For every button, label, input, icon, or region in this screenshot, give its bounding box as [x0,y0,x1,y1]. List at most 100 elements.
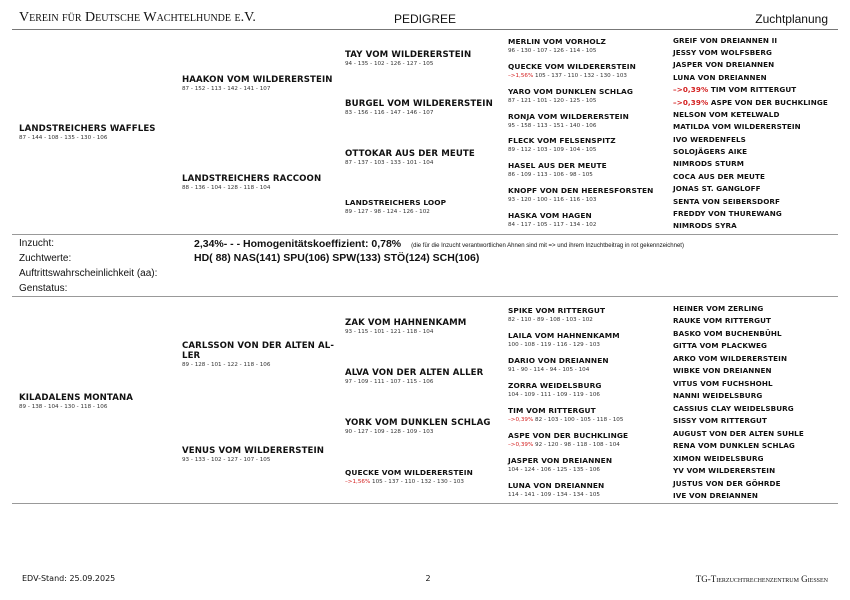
ancestor-entry: GITTA VOM PLACKWEG [673,341,843,350]
ancestor-name: SPIKE VOM RITTERGUT [508,305,606,315]
ancestor-name: NIMRODS SYRA [673,221,737,231]
page-number: 2 [425,574,431,583]
ancestor-entry: SENTA VON SEIBERSDORF [673,197,843,206]
ancestor-name: ALVA VON DER ALTEN ALLER [345,368,484,378]
ancestor-name: IVE VON DREIANNEN [673,491,759,501]
ancestor-name: DARIO VON DREIANNEN [508,355,609,365]
ancestor-entry: BURGEL VOM WILDERERSTEIN 83 - 156 - 116 -… [345,99,505,117]
ancestor-entry: COCA AUS DER MEUTE [673,172,843,181]
inzucht-note: (die für die Inzucht verantwortlichen Ah… [411,243,684,249]
ancestor-entry: KNOPF VON DEN HEERESFORSTEN 93 - 120 - 10… [508,186,673,204]
generation-5-column: GREIF VON DREIANNEN II JESSY VOM WOLFSBER… [673,34,843,232]
data-center: TG-Tierzuchtrechenzentrum Giessen [695,574,828,584]
ancestor-name: TIM VOM RITTERGUT [508,405,596,415]
ancestor-entry: MERLIN VOM VORHOLZ 96 - 130 - 107 - 126 -… [508,37,673,55]
generation-1-column: KILADALENS MONTANA 89 - 138 - 104 - 130 -… [19,302,169,502]
ancestor-entry: RENA VOM DUNKLEN SCHLAG [673,441,843,450]
ancestor-name: MERLIN VOM VORHOLZ [508,37,607,47]
ancestor-name: RONJA VOM WILDERERSTEIN [508,111,629,121]
breeding-values: 82 - 110 - 89 - 108 - 103 - 102 [508,316,593,323]
ancestor-entry: VENUS VOM WILDERERSTEIN 93 - 133 - 102 - … [182,446,342,464]
inbreeding-contribution: –>0,39% [673,85,709,95]
ancestor-entry: JESSY VOM WOLFSBERG [673,48,843,57]
inbreeding-contribution: –>1,56% [508,73,534,80]
ancestor-name: ZORRA WEIDELSBURG [508,380,602,390]
breeding-values: 87 - 121 - 101 - 120 - 125 - 105 [508,97,597,104]
breeding-values: 88 - 136 - 104 - 128 - 118 - 104 [182,184,271,191]
inbreeding-contribution: –>0,39% [508,441,534,448]
ancestor-entry: YV VOM WILDERERSTEIN [673,466,843,475]
ancestor-entry: TIM VOM RITTERGUT –>0,39% 82 - 103 - 100 … [508,406,673,424]
ancestor-name: FLECK VOM FELSENSPITZ [508,136,616,146]
ancestor-name: SOLOJÄGERS AIKE [673,147,748,157]
breeding-values: 93 - 120 - 100 - 116 - 116 - 103 [508,196,597,203]
breeding-values: 89 - 112 - 103 - 109 - 104 - 105 [508,147,597,154]
ancestor-name: AUGUST VON DER ALTEN SUHLE [673,428,804,438]
ancestor-entry: QUECKE VOM WILDERERSTEIN –>1,56% 105 - 13… [345,468,505,486]
inbreeding-contribution: –>0,39% [673,97,709,107]
ancestor-name: LANDSTREICHERS WAFFLES [19,124,156,134]
breeding-values: 90 - 127 - 109 - 128 - 109 - 103 [345,429,434,435]
ancestor-entry: JASPER VON DREIANNEN 104 - 124 - 106 - 12… [508,456,673,474]
ancestor-entry: OTTOKAR AUS DER MEUTE 87 - 137 - 103 - 13… [345,149,505,167]
ancestor-entry: HEINER VOM ZERLING [673,304,843,313]
ancestor-name: ARKO VOM WILDERERSTEIN [673,353,788,363]
ancestor-name: JONAS ST. GANGLOFF [673,184,761,194]
document-subtitle: Zuchtplanung [755,12,828,26]
ancestor-entry: SISSY VOM RITTERGUT [673,416,843,425]
ancestor-entry: –>0,39% ASPE VON DER BUCHKLINGE [673,98,843,107]
ancestor-entry: BASKO VOM BUCHENBÜHL [673,329,843,338]
ancestor-name: TIM VOM RITTERGUT [710,85,797,95]
ancestor-name: ZAK VOM HAHNENKAMM [345,318,467,328]
ancestor-name: NIMRODS STURM [673,159,745,169]
breeding-values: 114 - 141 - 109 - 134 - 134 - 105 [508,491,600,498]
genstatus-label: Genstatus: [19,283,68,294]
ancestor-entry: IVE VON DREIANNEN [673,491,843,500]
breeding-values: 89 - 138 - 104 - 130 - 118 - 106 [19,404,108,410]
breeding-values: 93 - 115 - 101 - 121 - 118 - 104 [345,329,434,335]
ancestor-entry: MATILDA VOM WILDERERSTEIN [673,122,843,131]
inbreeding-contribution: –>0,39% [508,416,534,423]
ancestor-entry: HAAKON VOM WILDERERSTEIN 87 - 152 - 113 -… [182,75,342,93]
ancestor-name: LANDSTREICHERS RACCOON [182,173,322,184]
breeding-values: 87 - 137 - 103 - 133 - 101 - 104 [345,159,434,166]
ancestor-entry: CASSIUS CLAY WEIDELSBURG [673,404,843,413]
inzucht-label: Inzucht: [19,238,55,249]
ancestor-name: RENA VOM DUNKLEN SCHLAG [673,441,795,451]
ancestor-entry: JONAS ST. GANGLOFF [673,184,843,193]
ancestor-entry: ALVA VON DER ALTEN ALLER 97 - 109 - 111 -… [345,368,505,386]
ancestor-entry: ZAK VOM HAHNENKAMM 93 - 115 - 101 - 121 -… [345,318,505,336]
ancestor-name: KILADALENS MONTANA [19,393,134,403]
ancestor-name: NELSON VOM KETELWALD [673,109,780,119]
ancestor-name: JASPER VON DREIANNEN [673,60,775,70]
ancestor-entry: ZORRA WEIDELSBURG 104 - 109 - 111 - 109 -… [508,381,673,399]
ancestor-entry: –>0,39% TIM VOM RITTERGUT [673,85,843,94]
ancestor-name: BURGEL VOM WILDERERSTEIN [345,99,493,110]
ancestor-name: YARO VOM DUNKLEN SCHLAG [508,86,634,96]
ancestor-name: COCA AUS DER MEUTE [673,171,766,181]
ancestor-name: IVO WERDENFELS [673,134,746,144]
ancestor-name: JASPER VON DREIANNEN [508,455,613,465]
ancestor-name: HASEL AUS DER MEUTE [508,161,607,171]
ancestor-entry: RAUKE VOM RITTERGUT [673,316,843,325]
ancestor-name: XIMON WEIDELSBURG [673,453,764,463]
ancestor-name: WIBKE VON DREIANNEN [673,366,772,376]
ancestor-entry: HASEL AUS DER MEUTE 86 - 109 - 113 - 106 … [508,161,673,179]
ancestor-name: CARLSSON VON DER ALTEN AL- LER [182,340,335,361]
ancestor-name: QUECKE VOM WILDERERSTEIN [508,62,636,72]
ancestor-entry: SOLOJÄGERS AIKE [673,147,843,156]
ancestor-entry: RONJA VOM WILDERERSTEIN 95 - 158 - 113 - … [508,112,673,130]
ancestor-entry: SPIKE VOM RITTERGUT 82 - 110 - 89 - 108 -… [508,306,673,324]
ancestor-entry: KILADALENS MONTANA 89 - 138 - 104 - 130 -… [19,393,169,411]
pedigree-block-dam: KILADALENS MONTANA 89 - 138 - 104 - 130 -… [0,302,850,502]
ancestor-name: SISSY VOM RITTERGUT [673,416,767,426]
ancestor-name: TAY VOM WILDERERSTEIN [345,49,472,60]
breeding-values: 97 - 109 - 111 - 107 - 115 - 106 [345,379,434,385]
ancestor-name: LUNA VON DREIANNEN [673,72,767,82]
ancestor-entry: FLECK VOM FELSENSPITZ 89 - 112 - 103 - 10… [508,136,673,154]
breeding-values: 105 - 137 - 110 - 132 - 130 - 103 [535,73,627,80]
ancestor-entry: NELSON VOM KETELWALD [673,110,843,119]
ancestor-entry: DARIO VON DREIANNEN 91 - 90 - 114 - 94 - … [508,356,673,374]
ancestor-name: ASPE VON DER BUCHKLINGE [508,430,629,440]
zuchtwerte-label: Zuchtwerte: [19,253,72,264]
